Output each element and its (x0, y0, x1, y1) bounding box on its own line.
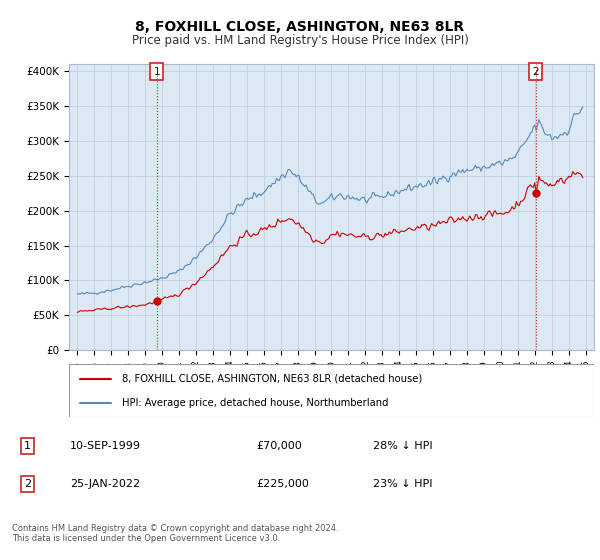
Text: 1: 1 (23, 441, 31, 451)
Text: 2: 2 (533, 67, 539, 77)
Text: 23% ↓ HPI: 23% ↓ HPI (373, 479, 433, 489)
Text: HPI: Average price, detached house, Northumberland: HPI: Average price, detached house, Nort… (121, 398, 388, 408)
Text: 10-SEP-1999: 10-SEP-1999 (70, 441, 141, 451)
Text: 2: 2 (23, 479, 31, 489)
Text: £70,000: £70,000 (256, 441, 302, 451)
Text: Price paid vs. HM Land Registry's House Price Index (HPI): Price paid vs. HM Land Registry's House … (131, 34, 469, 46)
FancyBboxPatch shape (69, 364, 594, 417)
Text: Contains HM Land Registry data © Crown copyright and database right 2024.
This d: Contains HM Land Registry data © Crown c… (12, 524, 338, 543)
Text: 8, FOXHILL CLOSE, ASHINGTON, NE63 8LR (detached house): 8, FOXHILL CLOSE, ASHINGTON, NE63 8LR (d… (121, 374, 422, 384)
Text: £225,000: £225,000 (256, 479, 310, 489)
Text: 1: 1 (154, 67, 160, 77)
Text: 8, FOXHILL CLOSE, ASHINGTON, NE63 8LR: 8, FOXHILL CLOSE, ASHINGTON, NE63 8LR (136, 20, 464, 34)
Text: 28% ↓ HPI: 28% ↓ HPI (373, 441, 433, 451)
Text: 25-JAN-2022: 25-JAN-2022 (70, 479, 140, 489)
